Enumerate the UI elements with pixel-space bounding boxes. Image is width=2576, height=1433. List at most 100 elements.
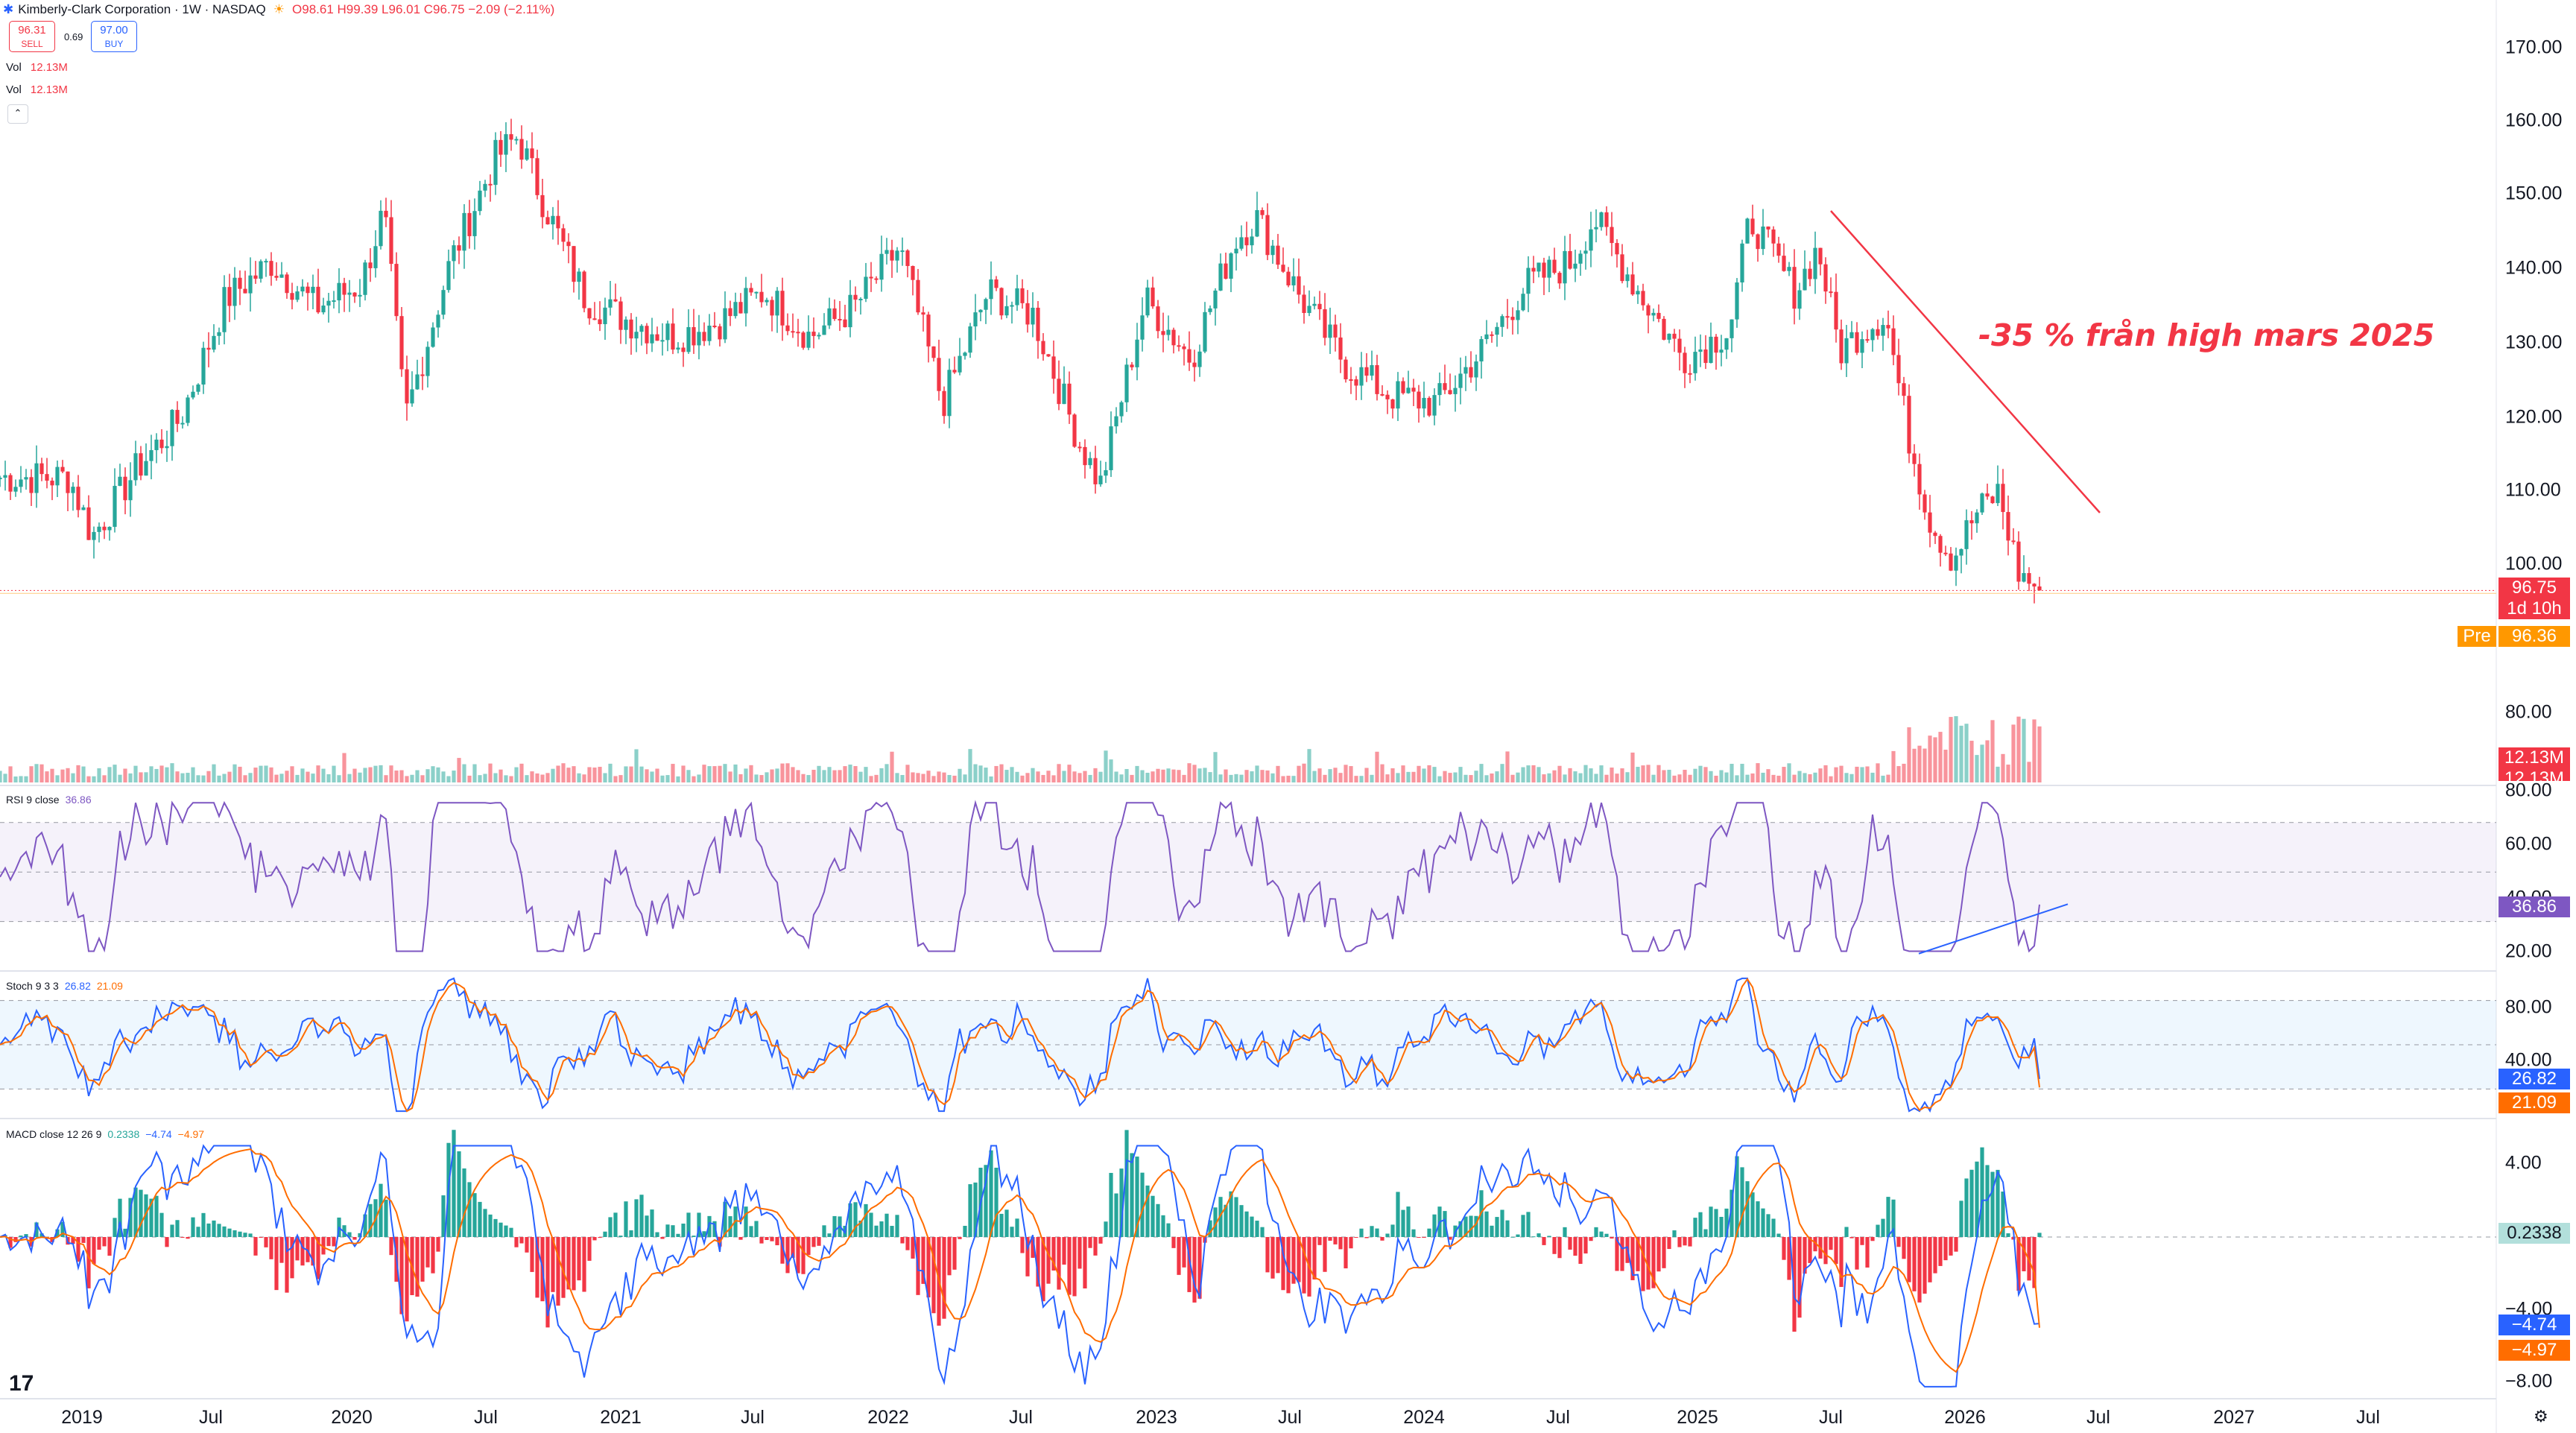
macd-histogram-bar: [1270, 1237, 1275, 1279]
candle: [1677, 338, 1682, 353]
macd-histogram-bar: [952, 1237, 957, 1270]
volume-value-2: 12.13M: [30, 83, 68, 96]
candle: [128, 480, 133, 501]
volume-bar: [514, 767, 519, 782]
candle: [269, 261, 273, 276]
volume-bar: [598, 767, 602, 782]
volume-bar: [530, 771, 534, 782]
macd-histogram-bar: [811, 1237, 816, 1247]
macd-histogram-bar: [1933, 1237, 1937, 1274]
macd-histogram-bar: [874, 1225, 879, 1237]
candle: [848, 294, 852, 328]
tradingview-logo[interactable]: 17: [9, 1371, 34, 1396]
candle: [1124, 364, 1129, 402]
volume-bar: [352, 768, 357, 782]
macd-legend[interactable]: MACD close 12 26 9 0.2338 −4.74 −4.97: [6, 1128, 204, 1140]
macd-histogram-bar: [561, 1237, 566, 1298]
volume-bar: [1792, 774, 1797, 782]
buy-button[interactable]: 97.00 BUY: [91, 21, 137, 52]
candle: [1808, 268, 1812, 279]
volume-bar: [1036, 771, 1040, 782]
macd-histogram-bar: [1124, 1130, 1129, 1237]
macd-histogram-bar: [1813, 1237, 1817, 1252]
candle: [159, 439, 164, 449]
price-tick: 170.00: [2505, 37, 2563, 58]
volume-bar: [1213, 752, 1218, 782]
volume-bar: [1312, 771, 1317, 782]
candle: [655, 334, 659, 341]
macd-histogram-bar: [1990, 1171, 1995, 1237]
volume-bar: [175, 771, 180, 782]
volume-bar: [212, 764, 216, 782]
candle: [1985, 493, 1990, 497]
macd-histogram-bar: [947, 1237, 952, 1276]
macd-histogram-bar: [1672, 1230, 1677, 1237]
macd-histogram-bar: [1328, 1237, 1332, 1241]
candle: [452, 245, 456, 262]
volume-bar: [660, 775, 665, 782]
settings-icon[interactable]: ⚙: [2534, 1407, 2548, 1426]
candle: [1505, 316, 1510, 318]
macd-histogram-bar: [530, 1237, 534, 1272]
collapse-legend-button[interactable]: ⌃: [7, 104, 28, 124]
volume-bar: [1641, 765, 1645, 782]
macd-histogram-bar: [399, 1237, 404, 1315]
candle: [931, 346, 936, 358]
candle: [1422, 397, 1426, 409]
candle: [113, 486, 117, 528]
volume-bar: [1620, 768, 1624, 782]
volume-bar: [1098, 771, 1103, 782]
volume-bar: [1975, 755, 1979, 782]
symbol-header[interactable]: ✱ Kimberly-Clark Corporation · 1W · NASD…: [3, 0, 554, 19]
candle: [1474, 361, 1478, 378]
volume-legend-2[interactable]: Vol 12.13M: [6, 83, 68, 96]
time-tick: 2021: [600, 1407, 642, 1428]
sell-button[interactable]: 96.31 SELL: [9, 21, 55, 52]
volume-bar: [1912, 748, 1917, 782]
candle: [900, 250, 905, 253]
volume-bar: [1787, 763, 1791, 782]
volume-bar: [900, 775, 905, 782]
volume-bar: [1719, 770, 1724, 782]
candle: [1610, 227, 1614, 244]
volume-legend[interactable]: Vol 12.13M: [6, 61, 68, 74]
macd-histogram-bar: [472, 1193, 477, 1237]
macd-histogram-bar: [222, 1226, 227, 1237]
candle: [728, 308, 732, 317]
candle: [858, 298, 863, 300]
volume-bar: [1766, 769, 1770, 782]
candle: [1568, 250, 1572, 269]
macd-histogram-bar: [1891, 1199, 1896, 1237]
volume-bar: [425, 769, 430, 782]
candle: [300, 286, 305, 292]
macd-histogram-bar: [1396, 1192, 1400, 1237]
volume-bar: [1088, 774, 1092, 782]
candle: [952, 370, 957, 373]
volume-bar: [884, 764, 889, 782]
volume-bar: [556, 765, 560, 782]
macd-histogram-bar: [1041, 1237, 1045, 1302]
candle: [624, 319, 628, 330]
macd-line: [0, 1144, 2040, 1388]
stoch-legend[interactable]: Stoch 9 3 3 26.82 21.09: [6, 980, 123, 992]
macd-histogram-bar: [738, 1237, 743, 1240]
volume-bar: [1933, 737, 1937, 782]
macd-histogram-bar: [1354, 1237, 1358, 1238]
volume-bar: [1896, 766, 1901, 782]
candle: [326, 300, 331, 306]
trendline-annotation[interactable]: -35 % från high mars 2025: [1978, 317, 2435, 353]
volume-bar: [222, 774, 227, 782]
candle: [1255, 209, 1259, 237]
symbol-title[interactable]: Kimberly-Clark Corporation · 1W · NASDAQ: [18, 2, 266, 16]
symbol-star-icon[interactable]: ✱: [3, 2, 14, 16]
macd-hist-axis-label: 0.2338: [2499, 1223, 2570, 1244]
candle: [1041, 341, 1045, 355]
volume-bar: [441, 771, 446, 782]
volume-bar: [196, 775, 200, 782]
candle: [1297, 276, 1301, 295]
volume-bar: [1401, 765, 1405, 782]
macd-histogram-bar: [1808, 1237, 1812, 1263]
macd-histogram-bar: [566, 1237, 571, 1290]
rsi-legend[interactable]: RSI 9 close 36.86: [6, 794, 92, 806]
